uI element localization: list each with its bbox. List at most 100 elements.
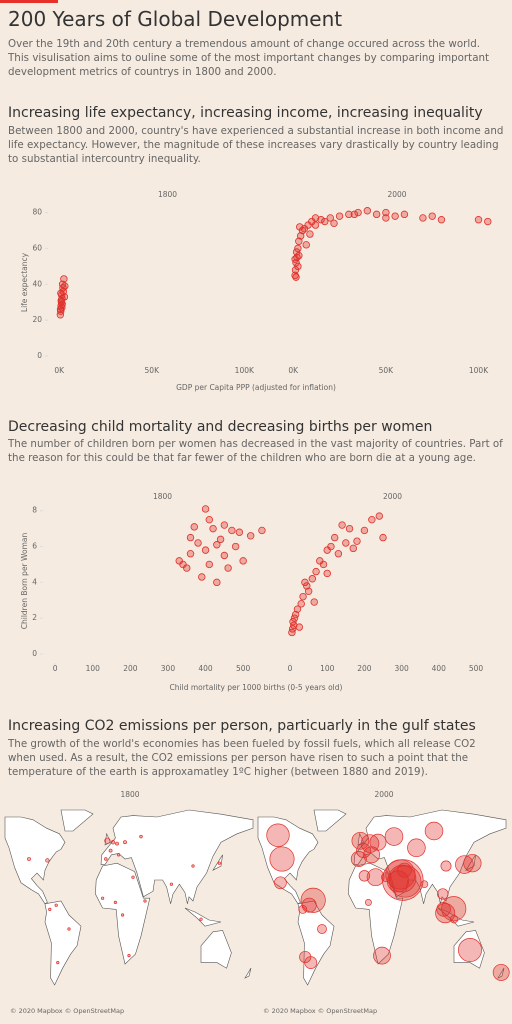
section-heading: Decreasing child mortality and decreasin… [8, 419, 433, 435]
scatter-point [312, 567, 320, 576]
x-tick-label: 100 [86, 664, 101, 673]
co2-bubble [48, 907, 52, 912]
scatter-point [291, 610, 300, 619]
scatter-point [295, 237, 303, 245]
co2-bubble [115, 841, 119, 846]
scatter-point [326, 214, 335, 222]
scatter-point [294, 262, 302, 271]
scatter-point [372, 210, 381, 219]
scatter-point [428, 212, 436, 220]
co2-bubble [420, 880, 429, 889]
scatter-point [327, 542, 335, 551]
scatter-point [231, 542, 240, 551]
x-tick-label: 100 [320, 664, 335, 673]
scatter-point [61, 282, 69, 290]
scatter-point [382, 208, 390, 217]
section-text: The growth of the world's economies has … [8, 738, 476, 778]
scatter-point [363, 207, 372, 215]
co2-bubble [437, 888, 449, 900]
x-axis-label: Child mortality per 1000 births (0-5 yea… [170, 683, 343, 692]
scatter-point [213, 578, 221, 587]
page-title: 200 Years of Global Development [8, 7, 343, 31]
y-tick-label: 20 [32, 315, 42, 324]
scatter-point [291, 255, 299, 263]
scatter-point [209, 524, 217, 533]
scatter-point [342, 539, 350, 547]
scatter-point [246, 532, 255, 540]
map-attribution: © 2020 Mapbox © OpenStreetMap [263, 1007, 377, 1015]
scatter-point [338, 521, 346, 529]
co2-bubble [269, 846, 295, 872]
co2-bubble [366, 868, 385, 887]
co2-bubble [169, 882, 173, 886]
scatter-point [334, 550, 343, 558]
scatter-point [345, 210, 353, 219]
co2-bubble [407, 838, 426, 858]
co2-bubble [424, 821, 444, 841]
y-tick-label: 6 [32, 542, 37, 551]
scatter-point [201, 505, 210, 513]
scatter-point [224, 564, 232, 572]
co2-bubble [363, 846, 381, 864]
co2-bubble [127, 953, 131, 958]
scatter-point [353, 537, 361, 545]
co2-bubble [45, 858, 50, 863]
co2-bubble [116, 853, 121, 857]
section-heading: Increasing life expectancy, increasing i… [8, 105, 483, 121]
x-tick-label: 300 [394, 664, 409, 673]
scatter-point [190, 523, 198, 531]
x-tick-label: 0K [54, 366, 65, 375]
co2-bubble [104, 857, 108, 861]
panel-title: 1800 [153, 492, 172, 501]
intro-text: Over the 19th and 20th century a tremend… [8, 38, 490, 78]
scatter-point [310, 598, 318, 606]
co2-bubble [373, 946, 391, 965]
scatter-point [391, 212, 399, 220]
co2-bubble [139, 834, 143, 839]
x-axis-label: GDP per Capita PPP (adjusted for inflati… [176, 383, 336, 392]
co2-bubble [463, 854, 482, 873]
co2-bubble [350, 851, 367, 867]
scatter-point [360, 526, 369, 535]
world-map [4, 809, 254, 986]
scatter-point [297, 600, 305, 608]
x-tick-label: 200 [357, 664, 372, 673]
co2-bubble [274, 876, 287, 890]
y-tick-label: 0 [37, 351, 42, 360]
scatter-point [345, 524, 354, 533]
co2-bubble [191, 864, 195, 868]
scatter-point [330, 533, 339, 542]
x-tick-label: 500 [236, 664, 251, 673]
scatter-point [379, 533, 387, 542]
co2-bubble [356, 843, 372, 859]
scatter-point [350, 210, 359, 219]
co2-bubble [458, 938, 482, 962]
x-tick-label: 400 [198, 664, 213, 673]
map-attribution: © 2020 Mapbox © OpenStreetMap [10, 1007, 124, 1015]
scatter-point [194, 539, 202, 547]
scatter-point [419, 214, 427, 222]
scatter-point [239, 557, 247, 565]
y-tick-label: 0 [32, 649, 37, 658]
co2-bubble [67, 927, 71, 931]
scatter-point [59, 287, 68, 296]
x-tick-label: 50K [379, 366, 395, 375]
x-tick-label: 50K [145, 366, 161, 375]
scatter-point [296, 232, 305, 240]
scatter-point [198, 573, 206, 581]
scatter-point [292, 273, 300, 281]
scatter-point [235, 528, 244, 536]
y-tick-label: 4 [32, 577, 37, 586]
panel-title: 1800 [158, 190, 177, 199]
scatter-point [311, 221, 320, 229]
scatter-point [335, 212, 344, 220]
scatter-point [216, 535, 225, 544]
scatter-point [354, 208, 362, 217]
co2-bubble [317, 924, 327, 934]
co2-bubble [27, 857, 31, 861]
scatter-point [319, 560, 328, 569]
x-tick-label: 0 [288, 664, 293, 673]
scatter-point [484, 217, 492, 226]
